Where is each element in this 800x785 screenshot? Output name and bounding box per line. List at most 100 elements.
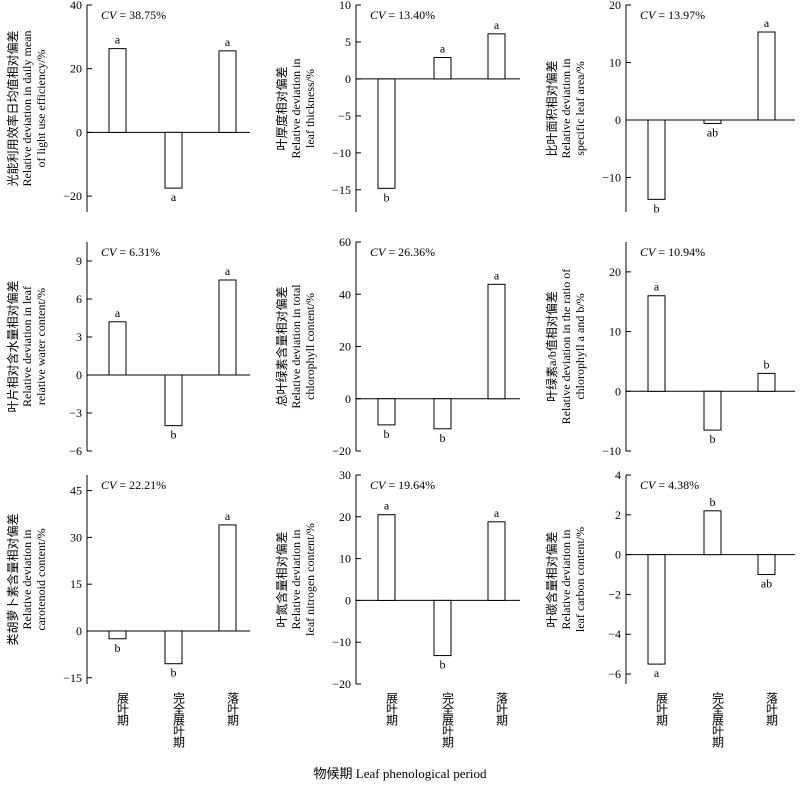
significance-label: b (710, 432, 716, 446)
bar-2 (703, 510, 722, 556)
y-tick-label: 10 (609, 56, 621, 70)
bar-2 (703, 390, 722, 431)
chart-panel-2: 10 5 0 −5 −10 −15 CV = 13.40% 叶厚度相对偏差Relative d… (274, 0, 520, 212)
bar-3 (487, 33, 506, 80)
y-tick-label: 10 (609, 325, 621, 339)
cv-label: CV = 13.40% (370, 8, 435, 22)
x-category-label: 落叶期 (765, 692, 779, 726)
chart-panel-5: 60 40 20 0 −20 CV = 26.36% 总叶绿素含量相对偏差Relative … (274, 235, 520, 458)
cv-label: CV = 10.94% (640, 245, 705, 259)
significance-label: a (494, 506, 500, 520)
y-tick-label: 20 (609, 265, 621, 279)
significance-label: b (115, 641, 121, 655)
significance-label: a (654, 666, 660, 680)
x-category-label: 展叶期 (655, 692, 669, 726)
chart-panel-9: 4 2 0 −2 −4 −6 CV = 4.38% 叶碳含量相对偏差Relative devi… (544, 468, 795, 748)
y-tick-label: −15 (332, 183, 351, 197)
bar-3 (487, 283, 506, 400)
y-axis-title: 比叶面积相对偏差Relative deviation inspecific le… (544, 59, 587, 159)
y-tick-label: 0 (345, 593, 351, 607)
y-tick-label: 0 (76, 125, 82, 139)
y-axis-title: 总叶绿素含量相对偏差Relative deviation in totalchl… (274, 284, 317, 409)
cv-label: CV = 38.75% (101, 8, 166, 22)
y-tick-label: −20 (332, 677, 351, 691)
cv-label: CV = 19.64% (370, 478, 435, 492)
y-tick-label: 30 (339, 468, 351, 482)
bar-3 (218, 50, 237, 133)
bar-3 (757, 554, 776, 576)
bar-2 (164, 131, 183, 189)
significance-label: a (764, 16, 770, 30)
y-tick-label: 20 (70, 62, 82, 76)
significance-label: ab (761, 577, 772, 591)
significance-label: a (225, 264, 231, 278)
cv-label: CV = 26.36% (370, 245, 435, 259)
y-tick-label: 0 (615, 113, 621, 127)
bar-1 (108, 630, 127, 640)
cv-label: CV = 4.38% (640, 478, 699, 492)
significance-label: b (440, 431, 446, 445)
y-tick-label: −10 (602, 171, 621, 185)
y-tick-label: 2 (615, 508, 621, 522)
significance-label: a (384, 499, 390, 513)
y-tick-label: 15 (70, 577, 82, 591)
chart-panel-7: 45 30 15 0 −15 CV = 22.21% 类胡萝卜素含量相对偏差Relative… (5, 475, 250, 748)
significance-label: a (225, 35, 231, 49)
y-axis-title: 叶绿素a/b值相对偏差Relative deviation in the rat… (544, 269, 587, 425)
y-tick-label: 10 (339, 552, 351, 566)
significance-label: b (710, 495, 716, 509)
significance-label: a (225, 509, 231, 523)
cv-label: CV = 13.97% (640, 8, 705, 22)
significance-label: a (115, 33, 121, 47)
y-tick-label: −4 (608, 627, 621, 641)
x-category-label: 完全展叶期 (172, 691, 186, 748)
y-tick-label: 0 (345, 72, 351, 86)
significance-label: b (171, 666, 177, 680)
chart-panel-1: 40 20 0 −20 CV = 38.75% 光能利用效率日均值相对偏差Relative… (5, 0, 250, 212)
y-axis-title: 类胡萝卜素含量相对偏差Relative deviation incaroteno… (5, 513, 48, 645)
y-tick-label: 10 (339, 0, 351, 12)
y-tick-label: 60 (339, 235, 351, 249)
bar-1 (108, 321, 127, 376)
y-tick-label: 5 (345, 35, 351, 49)
x-category-label: 完全展叶期 (711, 691, 725, 748)
cv-label: CV = 22.21% (101, 478, 166, 492)
bar-3 (487, 521, 506, 601)
x-category-label: 展叶期 (385, 692, 399, 726)
y-tick-label: −2 (608, 587, 621, 601)
chart-panel-3: 20 10 0 −10 CV = 13.97% 比叶面积相对偏差Relative devi… (544, 0, 795, 215)
y-axis-title: 叶片相对含水量相对偏差Relative deviation in leafrel… (5, 280, 48, 412)
y-tick-label: −10 (332, 635, 351, 649)
significance-label: b (384, 190, 390, 204)
bar-3 (218, 524, 237, 632)
x-category-label: 完全展叶期 (441, 691, 455, 748)
significance-label: a (494, 268, 500, 282)
x-category-label: 落叶期 (495, 692, 509, 726)
significance-label: b (171, 428, 177, 442)
bar-1 (647, 295, 666, 392)
y-axis-title: 叶厚度相对偏差Relative deviation inleaf thickne… (274, 59, 317, 159)
y-tick-label: 45 (70, 484, 82, 498)
y-tick-label: 0 (76, 624, 82, 638)
significance-label: b (654, 201, 660, 215)
bar-3 (757, 372, 776, 392)
bar-2 (164, 630, 183, 665)
y-tick-label: 20 (339, 340, 351, 354)
y-tick-label: −6 (608, 667, 621, 681)
bar-1 (108, 48, 127, 133)
y-tick-label: 3 (76, 330, 82, 344)
y-tick-label: 6 (76, 292, 82, 306)
y-tick-label: 30 (70, 530, 82, 544)
y-tick-label: 0 (76, 368, 82, 382)
y-tick-label: 20 (609, 0, 621, 12)
bar-1 (377, 78, 396, 189)
bar-1 (377, 398, 396, 426)
bar-2 (433, 56, 452, 80)
significance-label: b (384, 427, 390, 441)
y-tick-label: 20 (339, 510, 351, 524)
y-tick-label: −15 (63, 671, 82, 685)
y-tick-label: −20 (332, 444, 351, 458)
y-axis-title: 叶碳含量相对偏差Relative deviation inleaf carbon… (544, 527, 587, 632)
y-tick-label: 0 (615, 548, 621, 562)
bar-1 (377, 514, 396, 601)
